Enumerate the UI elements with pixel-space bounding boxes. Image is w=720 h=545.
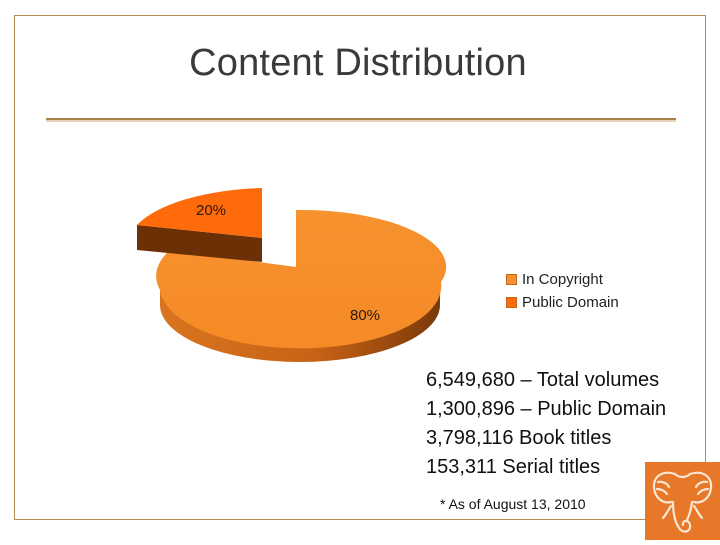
slide-frame xyxy=(14,15,706,520)
legend-label: Public Domain xyxy=(522,294,619,311)
as-of-note: * As of August 13, 2010 xyxy=(440,496,586,512)
logo xyxy=(645,462,720,540)
legend-swatch-icon xyxy=(506,274,517,285)
stat-total-volumes: 6,549,680 – Total volumes xyxy=(426,369,660,391)
pie-slice-in-copyright xyxy=(156,209,447,362)
stat-book-titles: 3,798,116 Book titles xyxy=(426,427,612,449)
legend-item-in-copyright: In Copyright xyxy=(506,268,619,291)
legend-item-public-domain: Public Domain xyxy=(506,291,619,314)
chart-legend: In Copyright Public Domain xyxy=(506,268,619,314)
stat-public-domain: 1,300,896 – Public Domain xyxy=(426,398,667,420)
label-public-domain: 20% xyxy=(196,202,226,219)
stat-serial-titles: 153,311 Serial titles xyxy=(426,456,601,478)
label-in-copyright: 80% xyxy=(350,307,380,324)
legend-label: In Copyright xyxy=(522,271,603,288)
slide-title-text: Content Distribution xyxy=(189,42,527,84)
legend-swatch-icon xyxy=(506,297,517,308)
stats-list: 6,549,680 – Total volumes 1,300,896 – Pu… xyxy=(426,366,666,482)
elephant-icon xyxy=(652,471,713,533)
slide-title: Content Distribution xyxy=(0,42,720,85)
pie-slice-public-domain xyxy=(137,188,262,262)
title-divider xyxy=(46,118,676,120)
